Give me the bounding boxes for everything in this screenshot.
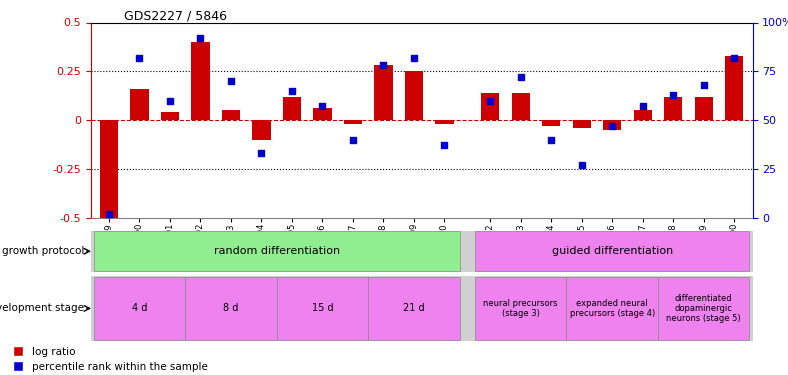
Point xyxy=(515,74,527,80)
Bar xyxy=(100,120,118,218)
Bar xyxy=(634,110,652,120)
Point xyxy=(606,123,619,129)
Bar xyxy=(475,231,749,271)
Point xyxy=(575,162,588,168)
Legend: log ratio, percentile rank within the sample: log ratio, percentile rank within the sa… xyxy=(13,346,208,372)
Bar xyxy=(374,65,392,120)
Bar xyxy=(475,277,567,340)
Point xyxy=(728,55,741,61)
Bar xyxy=(283,97,301,120)
Bar xyxy=(664,97,682,120)
Bar xyxy=(185,277,277,340)
Point xyxy=(377,62,390,68)
Bar xyxy=(405,71,423,120)
Point xyxy=(102,211,115,217)
Bar xyxy=(694,97,713,120)
Point xyxy=(285,88,298,94)
Point xyxy=(133,55,146,61)
Bar xyxy=(567,277,658,340)
Bar xyxy=(161,112,179,120)
Text: 15 d: 15 d xyxy=(311,303,333,313)
Text: 4 d: 4 d xyxy=(132,303,147,313)
Bar xyxy=(191,42,210,120)
Text: expanded neural
precursors (stage 4): expanded neural precursors (stage 4) xyxy=(570,299,655,318)
Bar xyxy=(435,120,454,124)
Bar xyxy=(511,93,530,120)
Point xyxy=(407,55,420,61)
Text: 21 d: 21 d xyxy=(403,303,425,313)
Point xyxy=(347,136,359,142)
Bar xyxy=(130,89,149,120)
Point xyxy=(164,98,177,104)
Point xyxy=(697,82,710,88)
Point xyxy=(667,92,679,98)
Bar xyxy=(481,93,500,120)
Bar xyxy=(94,277,185,340)
Bar xyxy=(277,277,368,340)
Text: guided differentiation: guided differentiation xyxy=(552,246,673,256)
Bar xyxy=(725,56,743,120)
Bar xyxy=(94,231,459,271)
Text: growth protocol: growth protocol xyxy=(2,246,84,256)
Point xyxy=(225,78,237,84)
Text: development stage: development stage xyxy=(0,303,84,313)
Bar xyxy=(344,120,362,124)
Point xyxy=(438,142,451,148)
Point xyxy=(194,35,206,41)
Bar xyxy=(573,120,591,128)
Text: 8 d: 8 d xyxy=(223,303,239,313)
Text: differentiated
dopaminergic
neurons (stage 5): differentiated dopaminergic neurons (sta… xyxy=(667,294,741,323)
Bar xyxy=(603,120,622,130)
Bar xyxy=(221,110,240,120)
Bar xyxy=(658,277,749,340)
Bar xyxy=(542,120,560,126)
Bar xyxy=(314,108,332,120)
Text: GDS2227 / 5846: GDS2227 / 5846 xyxy=(124,9,227,22)
Point xyxy=(545,136,558,142)
Text: neural precursors
(stage 3): neural precursors (stage 3) xyxy=(484,299,558,318)
Point xyxy=(484,98,496,104)
Point xyxy=(316,104,329,110)
Point xyxy=(637,104,649,110)
Bar xyxy=(368,277,459,340)
Bar xyxy=(252,120,270,140)
Text: random differentiation: random differentiation xyxy=(214,246,340,256)
Point xyxy=(255,150,268,156)
